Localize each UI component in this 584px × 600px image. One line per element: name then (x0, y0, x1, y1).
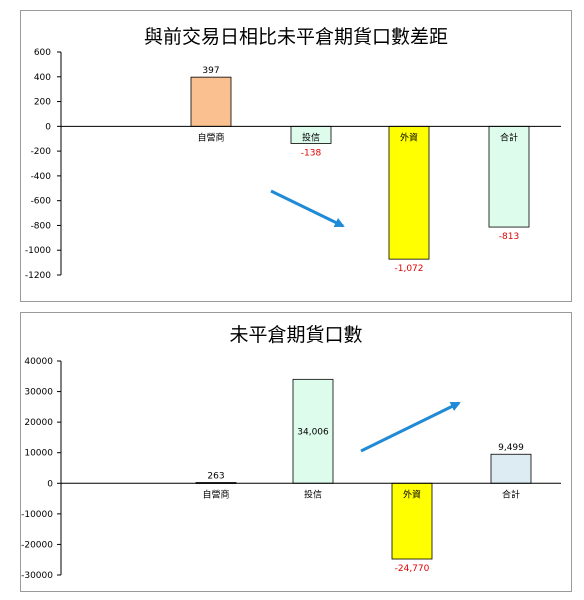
y-tick-label: 20000 (24, 418, 53, 428)
trend-arrow (270, 189, 345, 228)
y-tick-label: -600 (31, 197, 52, 207)
chart-title: 與前交易日相比未平倉期貨口數差距 (144, 26, 448, 48)
y-tick-label: 400 (34, 73, 51, 83)
y-tick-label: 40000 (24, 357, 53, 367)
chart-panel-futures-change: 與前交易日相比未平倉期貨口數差距 600 400 200 0 -200 -400 -600 -8… (20, 10, 572, 302)
category-label: 投信 (304, 488, 322, 500)
category-label: 合計 (502, 488, 520, 500)
y-tick-label: -1200 (25, 271, 51, 281)
y-tick-label: 200 (34, 98, 51, 108)
bar-2 (292, 378, 334, 484)
y-tick-label: -400 (31, 172, 52, 182)
value-label: -1,072 (394, 264, 423, 274)
category-label: 外資 (403, 488, 421, 500)
y-tick-label: -20000 (21, 540, 53, 550)
y-tick-label: 0 (47, 479, 53, 489)
chart-panel-open-interest: 未平倉期貨口數 40000 30000 20000 10000 0 -10000 -20000… (20, 312, 572, 592)
category-label: 外資 (400, 131, 418, 143)
value-label: 9,499 (498, 443, 524, 453)
y-tick-label: -800 (31, 221, 52, 231)
bar-1 (190, 76, 232, 127)
chart-futures-change: 與前交易日相比未平倉期貨口數差距 600 400 200 0 -200 -400 -600 -8… (25, 26, 561, 281)
trend-arrow (360, 401, 461, 453)
category-label: 自營商 (202, 488, 229, 500)
value-label: 263 (207, 471, 224, 481)
chart-open-interest: 未平倉期貨口數 40000 30000 20000 10000 0 -10000 -20000… (21, 324, 561, 581)
category-label: 合計 (500, 131, 518, 143)
category-label: 投信 (302, 131, 320, 143)
chart-title: 未平倉期貨口數 (229, 324, 362, 346)
y-tick-label: 30000 (24, 388, 53, 398)
y-tick-label: -10000 (21, 510, 53, 520)
y-tick-label: -30000 (21, 571, 53, 581)
value-label: 34,006 (297, 427, 329, 437)
category-label: 自營商 (197, 131, 224, 143)
value-label: -24,770 (395, 564, 430, 574)
value-label: -138 (301, 148, 322, 158)
value-label: 397 (202, 66, 219, 76)
y-tick-label: -1000 (25, 246, 51, 256)
bar-4 (490, 453, 532, 484)
y-tick-label: 10000 (24, 449, 53, 459)
bar-3 (388, 125, 430, 260)
y-tick-label: 600 (34, 48, 51, 58)
bar-4 (488, 125, 530, 228)
value-label: -813 (499, 232, 519, 242)
y-tick-label: -200 (31, 147, 52, 157)
y-tick-label: 0 (45, 122, 51, 132)
bar-3 (391, 482, 433, 560)
